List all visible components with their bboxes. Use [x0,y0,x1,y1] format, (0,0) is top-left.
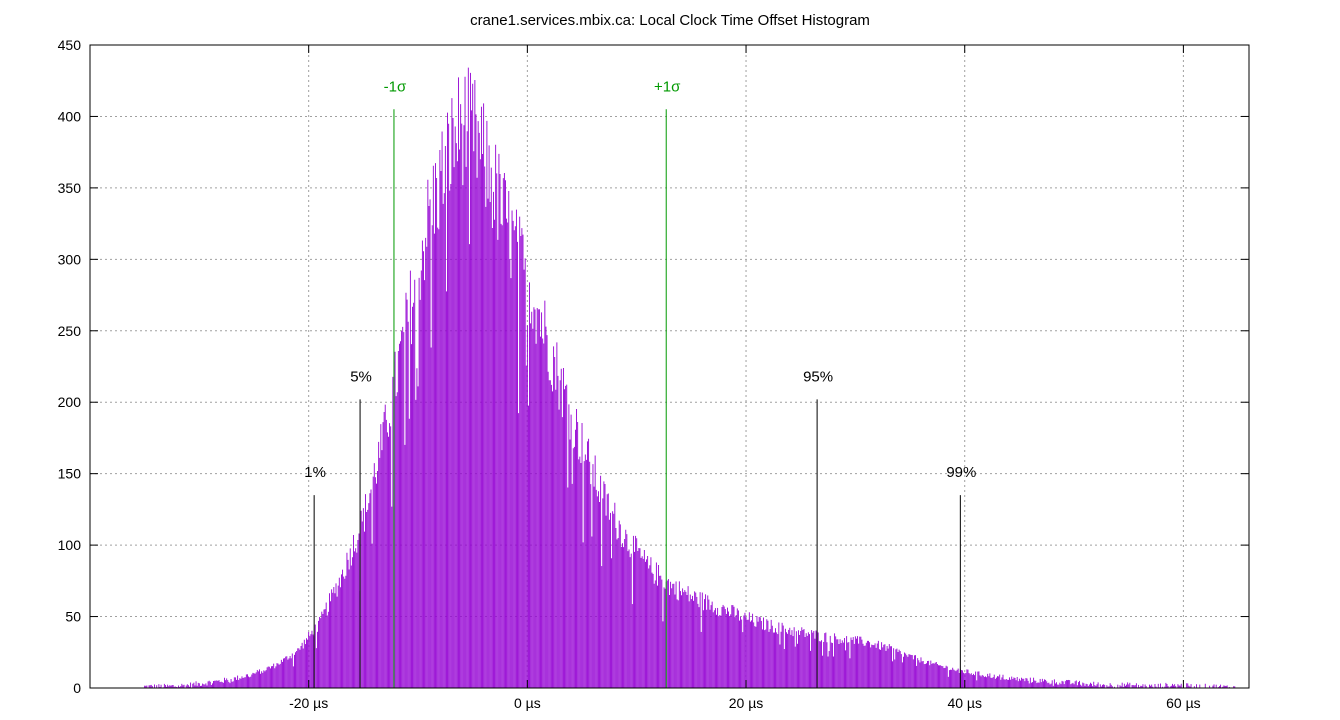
chart-title: crane1.services.mbix.ca: Local Clock Tim… [470,12,870,29]
y-tick-label: 300 [58,251,82,267]
percentile-label: 5% [350,368,372,385]
x-tick-label: 60 µs [1166,695,1201,711]
grid-lines [90,45,1249,688]
y-tick-label: 0 [73,680,81,696]
x-tick-label: 40 µs [947,695,982,711]
y-tick-label: 450 [58,37,82,53]
plot-frame [89,44,1250,689]
y-tick-label: 150 [58,466,82,482]
percentile-label: 95% [803,368,833,385]
y-tick-label: 350 [58,180,82,196]
x-tick-label: 20 µs [729,695,764,711]
axis-ticks: 0 50 100 150 200 250 300 350 400 450 -20 µs 0 µs 20 … [58,37,1249,711]
percentile-label: 99% [946,464,976,481]
x-tick-label: 0 µs [514,695,541,711]
x-tick-label: -20 µs [289,695,328,711]
histogram-bars [144,67,1238,688]
sigma-label: +1σ [654,78,681,95]
percentile-label: 1% [304,464,326,481]
y-tick-label: 50 [65,609,81,625]
y-tick-label: 100 [58,537,82,553]
y-tick-label: 200 [58,394,82,410]
percentile-markers: 1% 5% 95% 99% -1σ +1σ [304,78,976,688]
y-tick-label: 250 [58,323,82,339]
y-tick-label: 400 [58,108,82,124]
sigma-label: -1σ [384,78,407,95]
